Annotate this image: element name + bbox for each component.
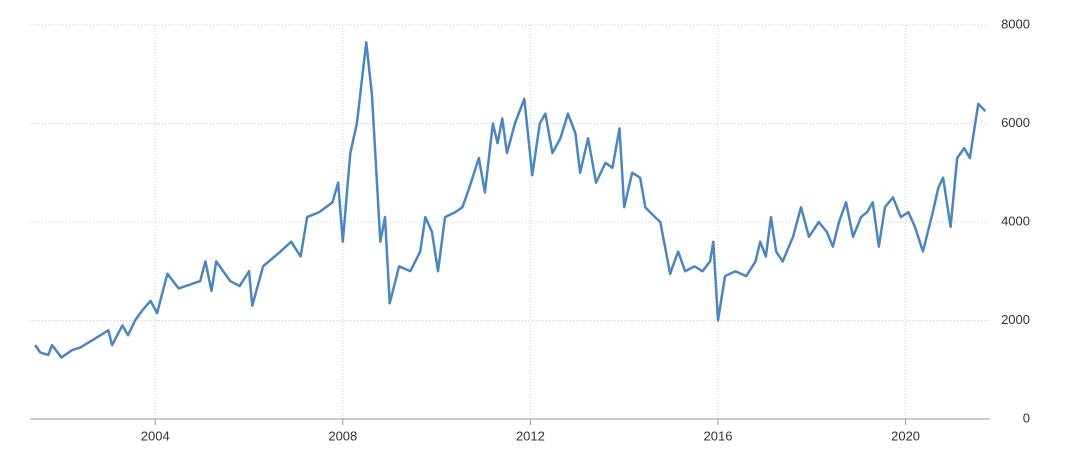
x-tick-label: 2020 xyxy=(891,428,920,443)
y-tick-label: 8000 xyxy=(1001,16,1030,31)
y-tick-label: 4000 xyxy=(1001,213,1030,228)
x-tick-label: 2008 xyxy=(328,428,357,443)
y-tick-label: 2000 xyxy=(1001,312,1030,327)
y-tick-label: 6000 xyxy=(1001,115,1030,130)
y-tick-label: 0 xyxy=(1023,410,1030,425)
x-tick-label: 2012 xyxy=(516,428,545,443)
line xyxy=(34,40,987,359)
x-tick-label: 2016 xyxy=(704,428,733,443)
x-tick-label: 2004 xyxy=(141,428,170,443)
